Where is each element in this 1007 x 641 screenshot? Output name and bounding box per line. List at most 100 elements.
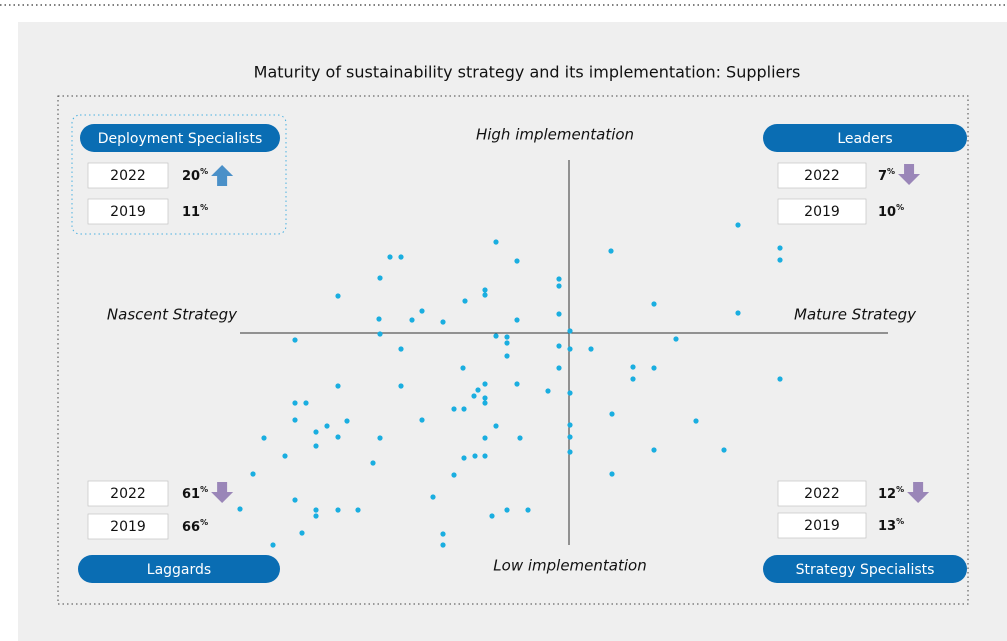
frame [57, 95, 969, 605]
year-box [777, 162, 867, 189]
year-box [777, 198, 867, 225]
year: 2019 [804, 204, 840, 220]
share-value: 11 [182, 205, 200, 220]
year: 2022 [110, 486, 146, 502]
share-unit: % [896, 517, 904, 526]
dot [261, 435, 267, 441]
dot [504, 340, 510, 346]
share-value: 20 [182, 169, 200, 184]
dot [735, 310, 741, 316]
share: 7% [878, 167, 895, 184]
dot [556, 283, 562, 289]
dot [461, 455, 467, 461]
dot [482, 381, 488, 387]
dot [387, 254, 393, 260]
share: 10% [878, 203, 904, 220]
dot [303, 400, 309, 406]
dot [514, 258, 520, 264]
year-box [87, 480, 169, 507]
share-value: 61 [182, 487, 200, 502]
dot [471, 393, 477, 399]
dot [398, 254, 404, 260]
dot [313, 507, 319, 513]
dot [409, 317, 415, 323]
scatter-dots [237, 222, 783, 548]
dot [567, 422, 573, 428]
dot [651, 365, 657, 371]
year: 2022 [110, 168, 146, 184]
dot [313, 513, 319, 519]
dot [651, 447, 657, 453]
dot [556, 276, 562, 282]
dot [609, 471, 615, 477]
dot [545, 388, 551, 394]
year-box [87, 513, 169, 540]
dot [482, 400, 488, 406]
dot [567, 390, 573, 396]
year: 2022 [804, 486, 840, 502]
dot [482, 292, 488, 298]
dot [440, 542, 446, 548]
dot [673, 336, 679, 342]
dot [376, 316, 382, 322]
dot [567, 449, 573, 455]
dot [651, 301, 657, 307]
dot [493, 239, 499, 245]
dot [313, 429, 319, 435]
dot [292, 400, 298, 406]
dot [514, 317, 520, 323]
year-box [777, 512, 867, 539]
dot [335, 507, 341, 513]
title: Maturity of sustainability strategy and … [254, 63, 801, 82]
quadrant-pill [763, 124, 967, 152]
dot [721, 447, 727, 453]
share-value: 12 [878, 487, 896, 502]
dot [588, 346, 594, 352]
dot [482, 453, 488, 459]
dot [398, 383, 404, 389]
quadrant-pill [763, 555, 967, 583]
dot [237, 506, 243, 512]
dot [567, 434, 573, 440]
year-box [87, 162, 169, 189]
trend-arrow [211, 165, 234, 186]
dot [630, 376, 636, 382]
dot [398, 346, 404, 352]
dot [630, 364, 636, 370]
dot [482, 435, 488, 441]
dot [440, 319, 446, 325]
dot [493, 333, 499, 339]
share-unit: % [887, 167, 895, 176]
dot [475, 387, 481, 393]
dot [377, 275, 383, 281]
year-box [87, 198, 169, 225]
dot [370, 460, 376, 466]
axis-label: Mature Strategy [794, 306, 917, 324]
share-value: 13 [878, 519, 896, 534]
dot [462, 298, 468, 304]
share-unit: % [200, 167, 208, 176]
dot [313, 443, 319, 449]
dot [335, 383, 341, 389]
year-box [777, 480, 867, 507]
dot [504, 353, 510, 359]
share-value: 66 [182, 520, 200, 535]
dot [440, 531, 446, 537]
share: 11% [182, 203, 208, 220]
dot [608, 248, 614, 254]
dot [292, 497, 298, 503]
dot [525, 507, 531, 513]
dot [292, 337, 298, 343]
dot [460, 365, 466, 371]
share: 20% [182, 167, 208, 184]
dot [693, 418, 699, 424]
quadrant-pill [78, 555, 280, 583]
trend-arrow [898, 164, 921, 185]
dot [461, 406, 467, 412]
quadrant-name: Leaders [837, 131, 892, 147]
dot [270, 542, 276, 548]
dot [482, 395, 488, 401]
dot [567, 346, 573, 352]
dot [777, 376, 783, 382]
dot [514, 381, 520, 387]
